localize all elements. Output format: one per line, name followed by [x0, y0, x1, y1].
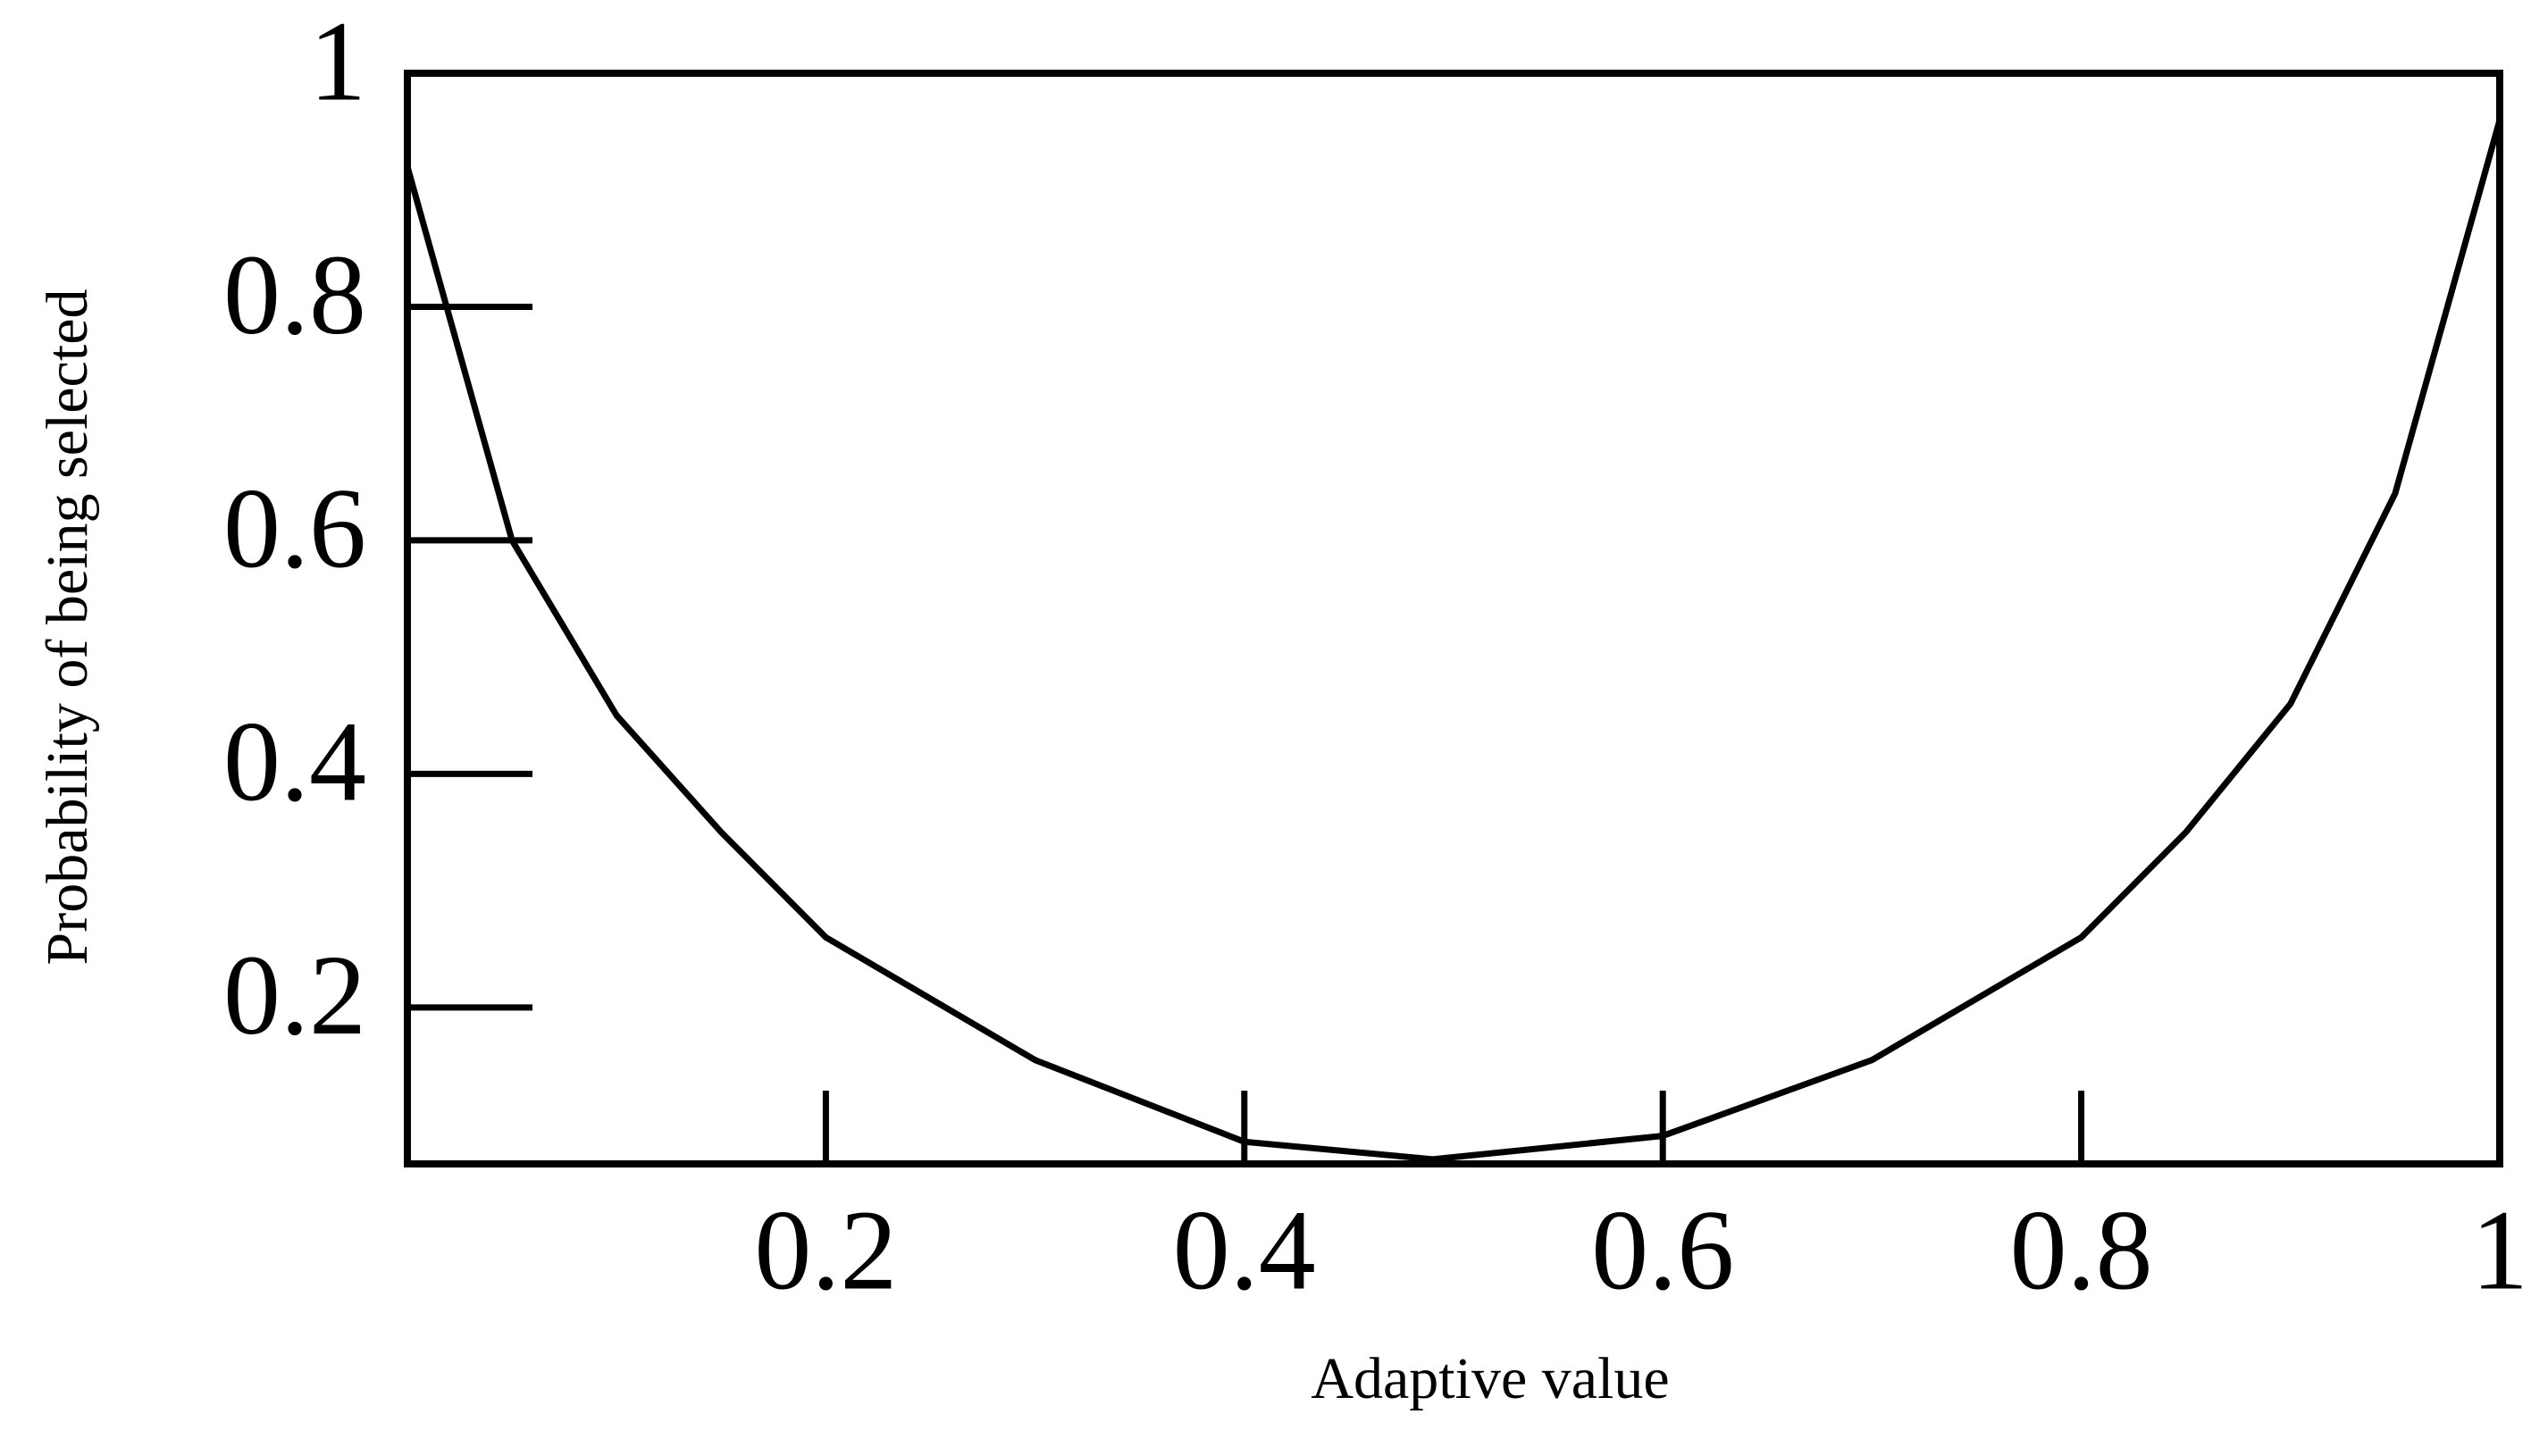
y-tick-label: 0.8	[223, 231, 366, 358]
x-tick-label: 0.6	[1591, 1186, 1734, 1313]
x-tick-label: 0.2	[754, 1186, 897, 1313]
y-axis-label: Probability of being selected	[35, 289, 100, 966]
y-tick-label: 1	[309, 0, 366, 124]
x-tick-label: 1	[2471, 1186, 2528, 1313]
y-tick-label: 0.4	[223, 699, 366, 825]
line-series	[404, 119, 2503, 1163]
y-tick-label: 0.2	[223, 932, 366, 1059]
y-tick-label: 0.6	[223, 464, 366, 591]
x-tick-label: 0.4	[1173, 1186, 1316, 1313]
x-axis-label: Adaptive value	[1311, 1346, 1669, 1411]
x-tick-label: 0.8	[2010, 1186, 2153, 1313]
plot-frame	[404, 70, 2503, 1167]
